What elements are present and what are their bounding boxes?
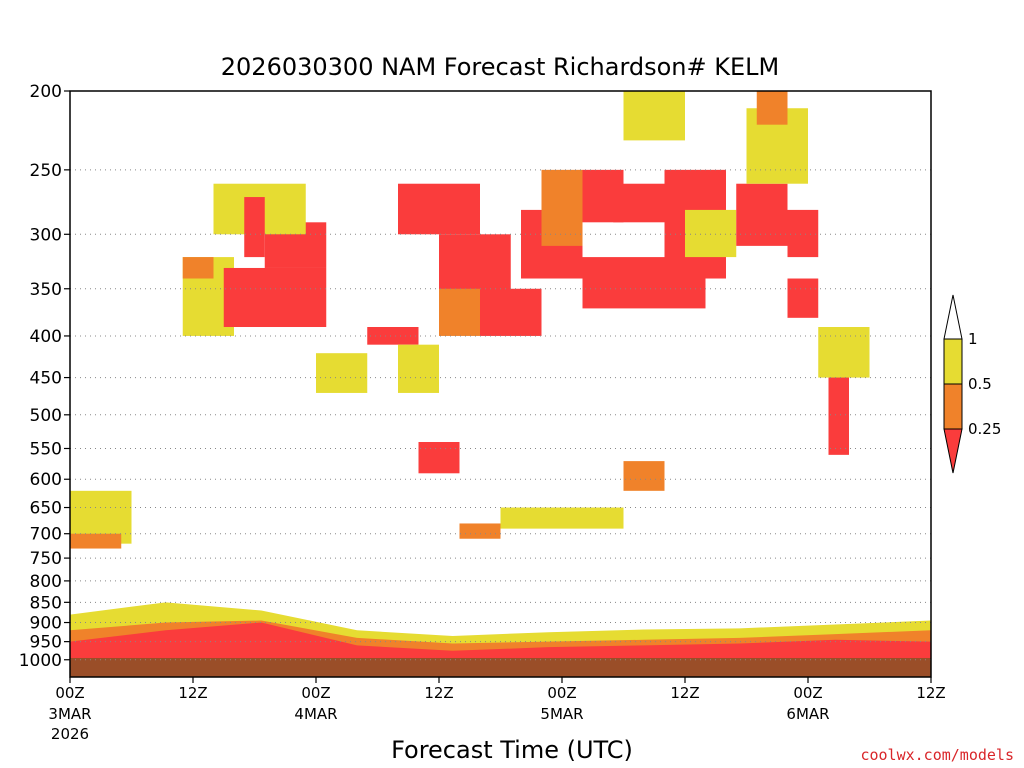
region-3 bbox=[223, 267, 327, 328]
region-25 bbox=[756, 91, 788, 125]
region-13 bbox=[439, 288, 480, 336]
x-axis: 00Z 3MAR 2026 12Z 00Z 4MAR 12Z 00Z 5MAR 12Z 00Z 6MA… bbox=[48, 677, 946, 743]
region-30 bbox=[418, 442, 460, 474]
x-tick-label-0: 00Z bbox=[55, 684, 84, 702]
region-32 bbox=[500, 507, 624, 529]
x-tick-label-2: 00Z bbox=[301, 684, 330, 702]
region-12 bbox=[439, 234, 511, 299]
legend-swatch-mid bbox=[943, 383, 963, 430]
region-16 bbox=[541, 169, 583, 246]
data-regions bbox=[70, 91, 870, 549]
x-tick-label-7: 12Z bbox=[916, 684, 945, 702]
y-tick-label-600: 600 bbox=[30, 470, 62, 490]
y-tick-label-950: 950 bbox=[30, 633, 62, 653]
surface-layer-low bbox=[70, 622, 931, 658]
region-19 bbox=[613, 183, 665, 223]
y-tick-label-700: 700 bbox=[30, 525, 62, 545]
x-tick-label-4: 00Z bbox=[547, 684, 576, 702]
legend: 1 0.5 0.25 bbox=[943, 294, 1001, 474]
region-1 bbox=[70, 533, 122, 549]
region-9 bbox=[367, 327, 419, 345]
x-tick-date-4: 5MAR bbox=[540, 705, 583, 723]
x-tick-label-1: 12Z bbox=[178, 684, 207, 702]
y-tick-label-750: 750 bbox=[30, 549, 62, 569]
x-tick-label-5: 12Z bbox=[670, 684, 699, 702]
y-tick-label-450: 450 bbox=[30, 369, 62, 389]
region-28 bbox=[828, 353, 849, 455]
y-tick-label-550: 550 bbox=[30, 439, 62, 459]
y-tick-label-500: 500 bbox=[30, 406, 62, 426]
legend-top-cap bbox=[943, 294, 963, 340]
region-7 bbox=[244, 197, 265, 258]
y-tick-label-250: 250 bbox=[30, 161, 62, 181]
y-axis: 200 250 300 350 400 450 500 550 600 650 700 750 8008… bbox=[19, 82, 70, 671]
region-26 bbox=[787, 209, 819, 258]
region-8 bbox=[316, 353, 368, 393]
region-20 bbox=[623, 91, 685, 141]
y-tick-label-200: 200 bbox=[30, 82, 62, 102]
y-tick-label-1000: 1000 bbox=[19, 651, 62, 671]
region-27 bbox=[787, 278, 819, 318]
region-33 bbox=[459, 523, 501, 539]
y-tick-label-300: 300 bbox=[30, 225, 62, 245]
x-tick-label-6: 00Z bbox=[793, 684, 822, 702]
surface-layers bbox=[70, 602, 931, 658]
region-23 bbox=[736, 183, 788, 246]
credit-text: coolwx.com/models bbox=[860, 746, 1014, 764]
y-tick-label-650: 650 bbox=[30, 499, 62, 519]
region-10 bbox=[398, 344, 439, 393]
y-tick-label-900: 900 bbox=[30, 614, 62, 634]
region-31 bbox=[623, 461, 665, 491]
plot-frame bbox=[69, 90, 932, 678]
legend-bottom-cap bbox=[943, 428, 963, 474]
y-tick-label-800: 800 bbox=[30, 572, 62, 592]
y-tick-label-350: 350 bbox=[30, 280, 62, 300]
region-11 bbox=[398, 183, 480, 235]
x-axis-label: Forecast Time (UTC) bbox=[391, 736, 633, 764]
legend-label-2: 0.25 bbox=[968, 420, 1001, 438]
region-22 bbox=[685, 209, 737, 258]
region-29 bbox=[818, 327, 870, 378]
x-tick-date-6: 6MAR bbox=[786, 705, 829, 723]
x-tick-year-0: 2026 bbox=[51, 725, 89, 743]
y-tick-label-850: 850 bbox=[30, 593, 62, 613]
region-5 bbox=[182, 257, 214, 279]
x-tick-date-2: 4MAR bbox=[294, 705, 337, 723]
x-tick-date-0: 3MAR bbox=[48, 705, 91, 723]
legend-label-0: 1 bbox=[968, 330, 978, 348]
legend-label-1: 0.5 bbox=[968, 375, 992, 393]
grid-lines bbox=[70, 169, 931, 661]
chart-title: 2026030300 NAM Forecast Richardson# KELM bbox=[221, 53, 779, 81]
y-tick-label-400: 400 bbox=[30, 327, 62, 347]
region-14 bbox=[480, 288, 542, 336]
legend-swatch-high bbox=[943, 338, 963, 385]
x-tick-label-3: 12Z bbox=[424, 684, 453, 702]
ground-band bbox=[70, 657, 931, 677]
